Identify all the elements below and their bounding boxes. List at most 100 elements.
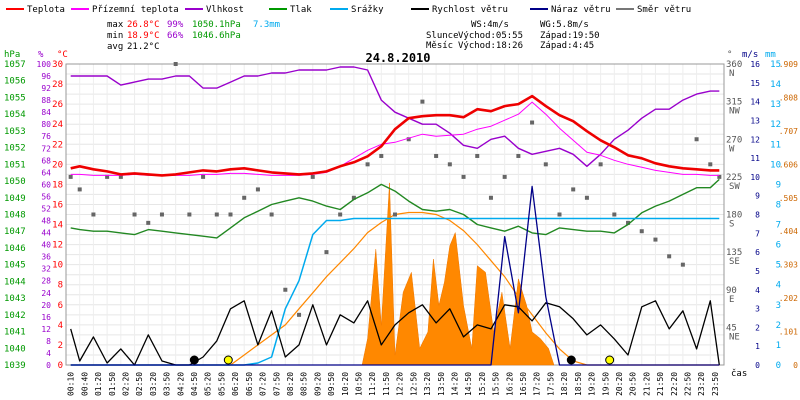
ms-tick-label: 7 xyxy=(755,229,760,238)
direction-tick-label: 360 xyxy=(726,60,742,70)
mm-tick-label: 6 xyxy=(776,241,781,251)
c-tick-label: 22 xyxy=(52,140,63,150)
moon-rise: Východ:18:26 xyxy=(458,41,523,51)
time-tick-label: 17:20 xyxy=(533,372,542,396)
unit-hpa: hPa xyxy=(4,50,20,60)
wind-direction-point xyxy=(269,212,274,217)
mm-tick-label: 1 xyxy=(776,341,781,351)
ms-tick-label: 2 xyxy=(755,323,760,332)
time-tick-label: 16:20 xyxy=(505,372,514,396)
wind-direction-point xyxy=(488,195,493,200)
mm-tick-label: 8 xyxy=(776,200,781,210)
wind-direction-point xyxy=(338,212,343,217)
mm-tick-label: 11 xyxy=(770,140,781,150)
time-tick-label: 22:50 xyxy=(684,372,693,396)
unit-pct: % xyxy=(38,50,44,60)
c-tick-label: 24 xyxy=(52,120,63,130)
direction-tick-label: 45 xyxy=(726,323,737,333)
time-tick-label: 20:20 xyxy=(615,372,624,396)
wind-direction-point xyxy=(159,212,164,217)
wind-direction-point xyxy=(283,287,288,292)
time-tick-label: 14:50 xyxy=(464,372,473,396)
time-tick-label: 09:50 xyxy=(327,372,336,396)
mm-tick-label: 9 xyxy=(776,180,781,190)
wind-direction-point xyxy=(297,312,302,317)
time-tick-label: 03:50 xyxy=(163,372,172,396)
plot-area xyxy=(68,62,722,366)
time-tick-label: 05:20 xyxy=(204,372,213,396)
time-tick-label: 02:20 xyxy=(121,372,130,396)
wind-direction-point xyxy=(475,153,480,158)
time-tick-label: 02:50 xyxy=(135,372,144,396)
rain-rate-tick-label: .606 xyxy=(779,160,798,169)
stats-max-press: 1050.1hPa xyxy=(192,20,241,30)
wind-direction-point xyxy=(653,237,658,242)
wind-direction-point xyxy=(667,254,672,259)
wind-direction-point xyxy=(201,174,206,179)
time-tick-label: 09:20 xyxy=(313,372,322,396)
wind-direction-point xyxy=(502,174,507,179)
rain-rate-area xyxy=(361,182,555,366)
ms-tick-label: 16 xyxy=(750,60,760,69)
wind-direction-point xyxy=(365,162,370,167)
legend-label: Tlak xyxy=(290,5,312,15)
wind-direction-point xyxy=(571,187,576,192)
hpa-tick-label: 1040 xyxy=(4,344,26,354)
wind-direction-point xyxy=(324,250,329,255)
c-tick-label: 14 xyxy=(52,221,63,231)
wind-gust: WG:5.8m/s xyxy=(540,20,589,30)
pct-tick-label: 40 xyxy=(41,241,51,250)
stats-rain-sum: 7.3mm xyxy=(253,20,280,30)
pct-tick-label: 12 xyxy=(41,325,51,334)
hpa-tick-label: 1054 xyxy=(4,110,26,120)
time-tick-label: 04:50 xyxy=(190,372,199,396)
moon-set: Západ:4:45 xyxy=(540,41,594,51)
pct-tick-label: 52 xyxy=(41,204,51,213)
rain-rate-tick-label: .505 xyxy=(779,194,798,203)
time-tick-label: 16:50 xyxy=(519,372,528,396)
time-tick-label: 08:20 xyxy=(286,372,295,396)
stats-max-hum: 99% xyxy=(167,20,184,30)
ms-tick-label: 5 xyxy=(755,267,760,276)
time-tick-label: 01:20 xyxy=(94,372,103,396)
wind-direction-point xyxy=(420,99,425,104)
time-tick-label: 20:50 xyxy=(629,372,638,396)
time-tick-label: 15:20 xyxy=(478,372,487,396)
pct-tick-label: 80 xyxy=(41,120,51,129)
wind-direction-point xyxy=(626,220,631,225)
unit-mm: mm xyxy=(765,50,776,60)
stats-block: max 26.8°C 99% 1050.1hPa 7.3mm min 18.9°… xyxy=(107,20,280,52)
c-tick-label: 28 xyxy=(52,80,63,90)
wind-direction-point xyxy=(393,212,397,217)
pct-tick-label: 0 xyxy=(46,361,51,370)
mm-tick-label: 3 xyxy=(776,301,781,311)
ms-tick-label: 8 xyxy=(755,211,760,220)
moonrise-marker xyxy=(566,355,576,365)
chart-title: 24.8.2010 xyxy=(365,51,430,65)
time-tick-label: 14:20 xyxy=(450,372,459,396)
moon-label: Měsíc xyxy=(426,41,453,51)
hpa-tick-label: 1043 xyxy=(4,294,26,304)
time-tick-label: 23:20 xyxy=(697,372,706,396)
stats-max-label: max xyxy=(107,20,124,30)
hpa-tick-label: 1044 xyxy=(4,277,26,287)
ms-tick-label: 14 xyxy=(750,98,760,107)
pct-tick-label: 72 xyxy=(41,144,51,153)
wind-gust-line xyxy=(70,185,720,366)
c-tick-label: 0 xyxy=(58,361,63,371)
c-tick-label: 26 xyxy=(52,100,63,110)
pct-tick-label: 24 xyxy=(41,289,51,298)
direction-tick-label: 90 xyxy=(726,286,737,296)
unit-deg: ° xyxy=(727,50,732,60)
pct-tick-label: 88 xyxy=(41,96,51,105)
stats-avg-label: avg xyxy=(107,42,123,52)
unit-ms: m/s xyxy=(742,50,758,60)
time-tick-label: 11:20 xyxy=(368,372,377,396)
c-tick-label: 16 xyxy=(52,200,63,210)
ms-tick-label: 4 xyxy=(755,286,760,295)
pct-tick-label: 36 xyxy=(41,253,51,262)
wind-direction-point xyxy=(187,212,192,217)
sun-label: Slunce xyxy=(426,31,459,41)
sun-set: Západ:19:50 xyxy=(540,31,600,41)
time-tick-label: 04:20 xyxy=(176,372,185,396)
